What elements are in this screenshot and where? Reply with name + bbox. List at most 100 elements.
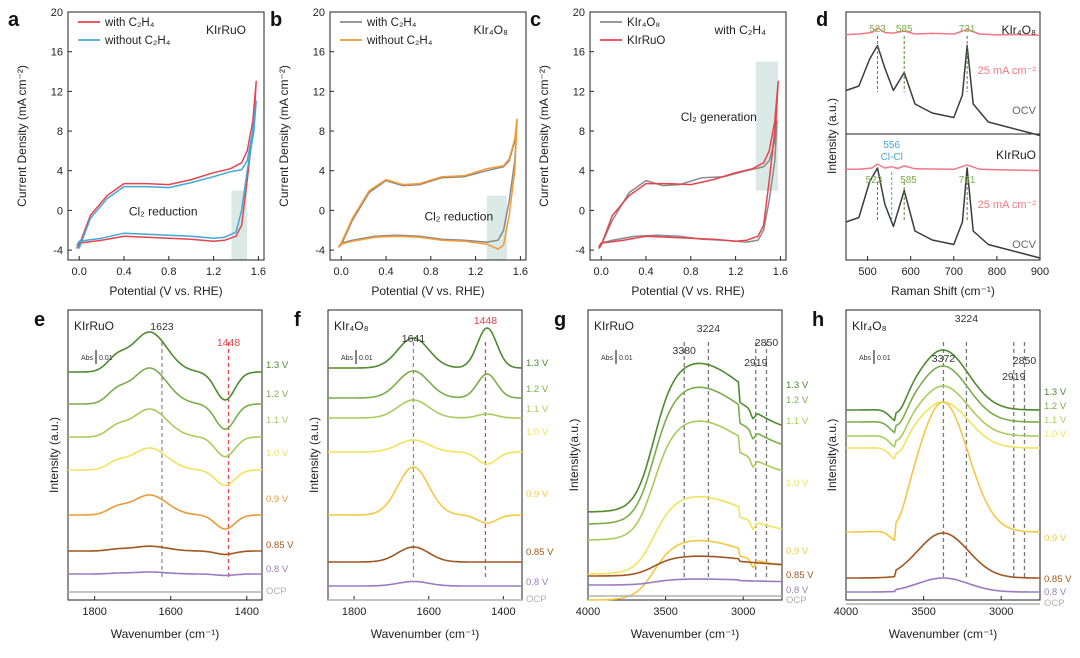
panel-label: f <box>294 309 301 331</box>
sample-label: KIrRuO <box>996 148 1036 162</box>
y-tick-label: 12 <box>573 86 585 98</box>
panel-label: e <box>34 309 45 331</box>
plot-frame <box>327 309 523 601</box>
y-tick-label: -4 <box>575 245 585 257</box>
scale-value: 0.01 <box>619 355 633 362</box>
x-tick-label: 800 <box>988 266 1006 278</box>
series-label: 1.3 V <box>1044 387 1067 398</box>
ir-spectrum-4 <box>68 494 262 530</box>
y-tick-label: 20 <box>51 7 63 19</box>
legend-label: without C₂H₄ <box>366 35 433 47</box>
series-label: 0.85 V <box>526 547 554 558</box>
ir-spectrum-6 <box>846 577 1040 593</box>
sample-label: KIr₄O₈ <box>852 319 887 333</box>
y-tick-label: 8 <box>57 126 63 138</box>
peak-label: 585 <box>896 24 913 35</box>
x-axis-label: Raman Shift (cm⁻¹) <box>891 284 995 298</box>
legend-label: with C₂H₄ <box>366 17 417 29</box>
y-tick-label: 8 <box>319 126 325 138</box>
y-axis-label: Current Density (mA cm⁻²) <box>15 65 29 207</box>
plot-frame <box>845 11 1041 261</box>
clcl-label: Cl-Cl <box>881 152 903 163</box>
x-axis-label: Potential (V vs. RHE) <box>631 284 744 298</box>
y-tick-label: -4 <box>53 245 63 257</box>
x-tick-label: 4000 <box>834 606 858 618</box>
y-tick-label: 16 <box>313 47 325 59</box>
peak-label: 3224 <box>697 323 721 335</box>
x-tick-label: 4000 <box>576 606 600 618</box>
x-tick-label: 1600 <box>416 606 440 618</box>
peak-label: 1448 <box>474 315 498 327</box>
scale-label: Abs <box>859 355 872 362</box>
x-tick-label: 1600 <box>158 606 182 618</box>
series-label: 0.9 V <box>1044 533 1067 544</box>
y-axis-label: Current Density (mA cm⁻²) <box>277 65 291 207</box>
y-axis-label: Intensity (a.u.) <box>47 417 61 493</box>
ir-spectrum-4 <box>846 401 1040 542</box>
series-label: 1.2 V <box>1044 401 1067 412</box>
ir-spectrum-6 <box>588 578 782 586</box>
series-label: 1.0 V <box>526 427 549 438</box>
y-tick-label: 4 <box>579 166 585 178</box>
legend-label: KIrRuO <box>627 35 665 47</box>
plot-frame <box>329 11 527 261</box>
scale-label: Abs <box>341 355 354 362</box>
x-tick-label: 3500 <box>911 606 935 618</box>
peak-label: 1448 <box>217 337 241 349</box>
panel-label: c <box>530 9 541 31</box>
series-label: 0.8 V <box>786 585 809 596</box>
series-label: 0.9 V <box>526 489 549 500</box>
ir-spectrum-6 <box>68 571 262 577</box>
panel-label: h <box>812 309 824 331</box>
y-axis-label: Intensity(a.u.) <box>567 419 581 492</box>
x-tick-label: 700 <box>945 266 963 278</box>
peak-label: 556 <box>883 140 900 151</box>
ir-spectrum-2 <box>588 420 783 541</box>
x-tick-label: 0.0 <box>594 266 609 278</box>
ir-spectrum-2 <box>68 408 262 458</box>
series-label: 0.9 V <box>266 494 289 505</box>
annotation-text: Cl₂ generation <box>681 110 757 124</box>
x-axis-label: Wavenumber (cm⁻¹) <box>371 627 480 641</box>
x-tick-label: 3500 <box>653 606 677 618</box>
series-label: 1.0 V <box>786 478 809 489</box>
series-label: 0.8 V <box>266 564 289 575</box>
series-label: OCP <box>1044 598 1065 609</box>
ir-spectrum-5 <box>328 546 522 563</box>
ir-spectrum-0 <box>68 331 262 401</box>
panel-label: d <box>816 9 828 31</box>
panel-label: g <box>554 309 566 331</box>
ir-spectrum-5 <box>68 545 262 556</box>
series-label: 0.9 V <box>786 546 809 557</box>
x-tick-label: 1.2 <box>468 266 483 278</box>
condition-label: OCV <box>1012 239 1037 251</box>
peak-label: 2850 <box>755 337 779 349</box>
sample-label: KIrRuO <box>594 319 634 333</box>
series-label: 1.0 V <box>266 448 289 459</box>
panel-f: 1800 1600 1400 Wavenumber (cm⁻¹) Intensity (… <box>294 309 554 641</box>
ir-spectrum-3 <box>588 495 783 575</box>
series-label: 1.0 V <box>1044 429 1067 440</box>
x-tick-label: 900 <box>1031 266 1049 278</box>
series-label: 0.85 V <box>266 540 294 551</box>
ir-spectrum-3 <box>68 447 262 487</box>
series-label: 1.3 V <box>786 380 809 391</box>
x-tick-label: 0.0 <box>72 266 87 278</box>
sample-label: KIr₄O₈ <box>473 23 508 37</box>
panel-h: 4000 3500 3000 Wavenumber (cm⁻¹) Intensity(a… <box>812 309 1072 641</box>
x-tick-label: 3000 <box>989 606 1013 618</box>
series-label: 1.2 V <box>786 395 809 406</box>
sample-label: KIrRuO <box>74 319 114 333</box>
ir-spectrum-0 <box>587 362 783 513</box>
x-tick-label: 0.8 <box>161 266 176 278</box>
series-label: 1.1 V <box>526 404 549 415</box>
ir-spectrum-1 <box>68 367 262 430</box>
x-tick-label: 1400 <box>491 606 515 618</box>
x-tick-label: 1.2 <box>206 266 221 278</box>
x-tick-label: 1.6 <box>773 266 788 278</box>
y-axis-label: Intensity(a.u.) <box>825 419 839 492</box>
panel-e: 1800 1600 1400 Wavenumber (cm⁻¹) Intensity (… <box>34 309 294 641</box>
scale-value: 0.01 <box>359 355 373 362</box>
series-label: OCP <box>526 594 547 605</box>
